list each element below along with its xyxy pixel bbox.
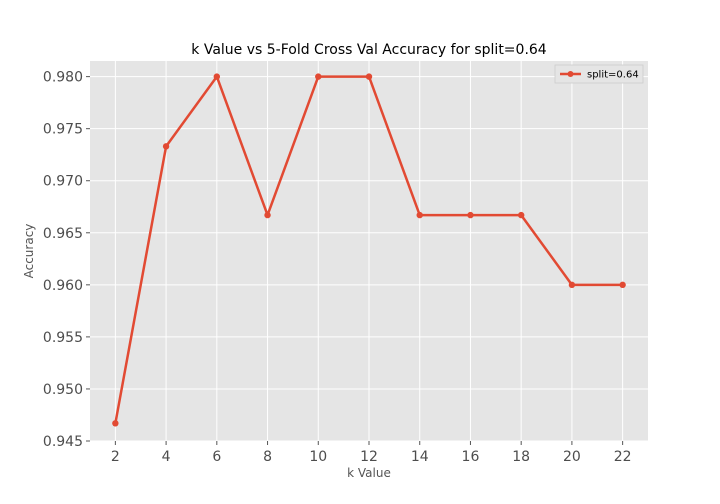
- x-tick-label: 4: [162, 449, 171, 465]
- x-tick-label: 18: [512, 449, 530, 465]
- chart-title: k Value vs 5-Fold Cross Val Accuracy for…: [191, 42, 547, 58]
- data-point: [213, 73, 221, 80]
- x-tick-label: 22: [614, 449, 632, 465]
- x-axis-label: k Value: [347, 466, 391, 480]
- data-point: [568, 281, 576, 289]
- data-point: [264, 211, 271, 219]
- data-point: [467, 211, 474, 219]
- y-tick-label: 0.965: [43, 226, 83, 242]
- legend-marker-icon: [567, 71, 574, 77]
- data-point: [416, 211, 423, 219]
- y-tick-label: 0.970: [43, 174, 83, 190]
- x-tick-label: 10: [309, 449, 327, 465]
- y-tick-label: 0.945: [43, 434, 83, 450]
- data-point: [517, 211, 525, 219]
- y-tick-label: 0.950: [43, 382, 83, 398]
- y-tick-label: 0.980: [43, 70, 83, 86]
- data-point: [162, 143, 170, 150]
- x-tick-label: 6: [212, 449, 221, 465]
- data-point: [365, 73, 373, 80]
- tick-labels: 2 4 6 8 10 12 14 16 18 20 22 0.945 0.950 0.955 0.960 0.…: [43, 70, 632, 465]
- series-layer: [112, 73, 626, 427]
- x-tick-label: 20: [563, 449, 581, 465]
- y-tick-label: 0.955: [43, 330, 83, 346]
- y-tick-label: 0.975: [43, 122, 83, 138]
- x-tick-label: 16: [462, 449, 480, 465]
- y-tick-label: 0.960: [43, 278, 83, 294]
- x-tick-label: 2: [111, 449, 120, 465]
- x-tick-label: 8: [263, 449, 272, 465]
- data-point: [112, 420, 119, 427]
- x-tick-label: 12: [360, 449, 378, 465]
- data-point: [619, 281, 626, 289]
- x-tick-label: 14: [411, 449, 429, 465]
- legend: split=0.64: [554, 64, 644, 84]
- y-axis-label: Accuracy: [22, 224, 36, 279]
- legend-box: [554, 64, 644, 84]
- legend-entry-label: split=0.64: [587, 70, 639, 81]
- data-point: [315, 73, 322, 80]
